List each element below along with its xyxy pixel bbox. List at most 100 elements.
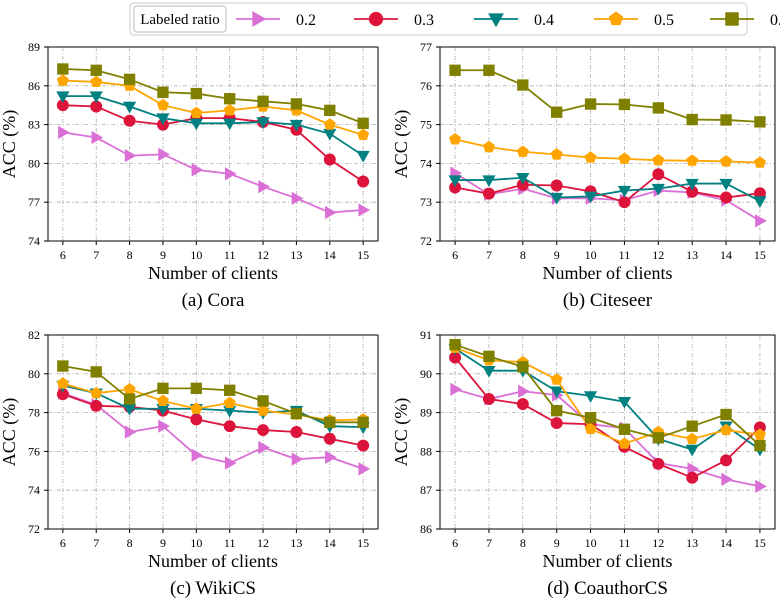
data-point [753,196,767,208]
y-tick-label: 72 [420,234,432,248]
data-point [652,153,665,166]
data-point [224,456,237,470]
legend-title: Labeled ratio [140,12,220,28]
series-line-0-4 [454,347,761,451]
series-0-4 [56,91,370,163]
y-tick-label: 86 [28,79,40,93]
data-point [123,393,136,405]
x-tick-label: 15 [357,536,369,550]
grid [48,334,378,530]
series-0-5 [449,341,766,449]
x-tick-label: 7 [486,536,492,550]
series-0-5 [449,133,766,168]
y-tick-label: 90 [420,367,432,381]
series-line-0-6 [62,365,364,424]
x-tick-label: 10 [585,248,597,262]
legend-entry-0-3: 0.3 [354,11,434,29]
data-point [223,118,237,131]
data-point [686,113,698,126]
legend-marker-0-4 [488,13,504,28]
series-line-0-3 [62,393,364,447]
data-point [518,384,530,398]
y-tick-label: 77 [28,195,40,209]
data-point [652,168,665,181]
x-tick-label: 8 [520,536,526,550]
y-tick-label: 86 [420,522,432,536]
data-point [157,86,169,98]
data-point [482,393,495,406]
x-tick-label: 12 [257,248,269,262]
y-tick-label: 80 [28,367,40,381]
legend-marker-0-3 [368,11,384,27]
data-point [291,452,304,466]
data-point [686,154,699,166]
data-point [482,187,495,200]
data-point [583,391,598,403]
data-point [584,411,597,424]
y-axis-label: ACC (%) [0,110,20,179]
y-tick-label: 74 [420,156,432,170]
data-point [550,373,563,385]
data-point [156,98,169,111]
series-0-6 [57,63,369,129]
data-point [719,178,733,191]
x-axis-label: Number of clients [148,263,278,283]
series-0-3 [449,168,766,209]
data-point [290,426,303,438]
series-0-6 [57,360,369,428]
data-point [584,151,597,163]
data-point [156,394,169,407]
x-tick-label: 14 [324,248,336,262]
data-point [325,450,337,464]
series-line-0-6 [62,68,364,125]
data-point [753,428,766,440]
data-point [517,361,529,373]
data-point [324,104,336,117]
data-point [652,102,664,114]
data-point [550,192,564,205]
data-point [357,439,370,452]
data-point [618,437,631,449]
y-tick-label: 89 [28,40,40,54]
data-point [516,145,529,157]
data-point [753,187,766,200]
legend-entry-0-6: 0.6 [710,12,780,29]
data-point [516,178,529,191]
data-point [755,479,767,493]
data-point [720,114,732,126]
panel-caption: (a) Cora [182,290,245,311]
data-point [482,365,496,378]
data-point [754,439,766,452]
data-point [56,99,69,112]
data-point [56,91,70,104]
data-point [58,125,70,139]
series-0-5 [56,377,370,426]
axes-frame [47,46,379,242]
data-point [89,91,103,104]
data-point [56,388,69,401]
y-tick-label: 73 [420,195,432,209]
data-point [191,163,204,177]
data-point [323,153,336,166]
data-point [720,423,733,436]
data-point [190,413,203,426]
data-point [550,148,563,160]
data-point [517,79,529,91]
data-point [257,95,269,107]
data-point [91,130,104,145]
data-point [224,93,236,105]
x-tick-label: 8 [127,248,133,262]
panel-caption: (c) WikiCS [170,578,256,599]
y-tick-label: 76 [28,444,40,458]
x-tick-label: 14 [720,536,732,550]
x-tick-label: 9 [160,536,166,550]
data-point [156,113,170,126]
y-tick-label: 74 [28,234,40,248]
legend-entry-0-2: 0.2 [236,11,316,29]
data-point [551,404,563,417]
data-point [323,118,336,130]
x-tick-label: 6 [60,248,66,262]
data-point [158,147,170,161]
y-tick-label: 87 [420,483,432,497]
